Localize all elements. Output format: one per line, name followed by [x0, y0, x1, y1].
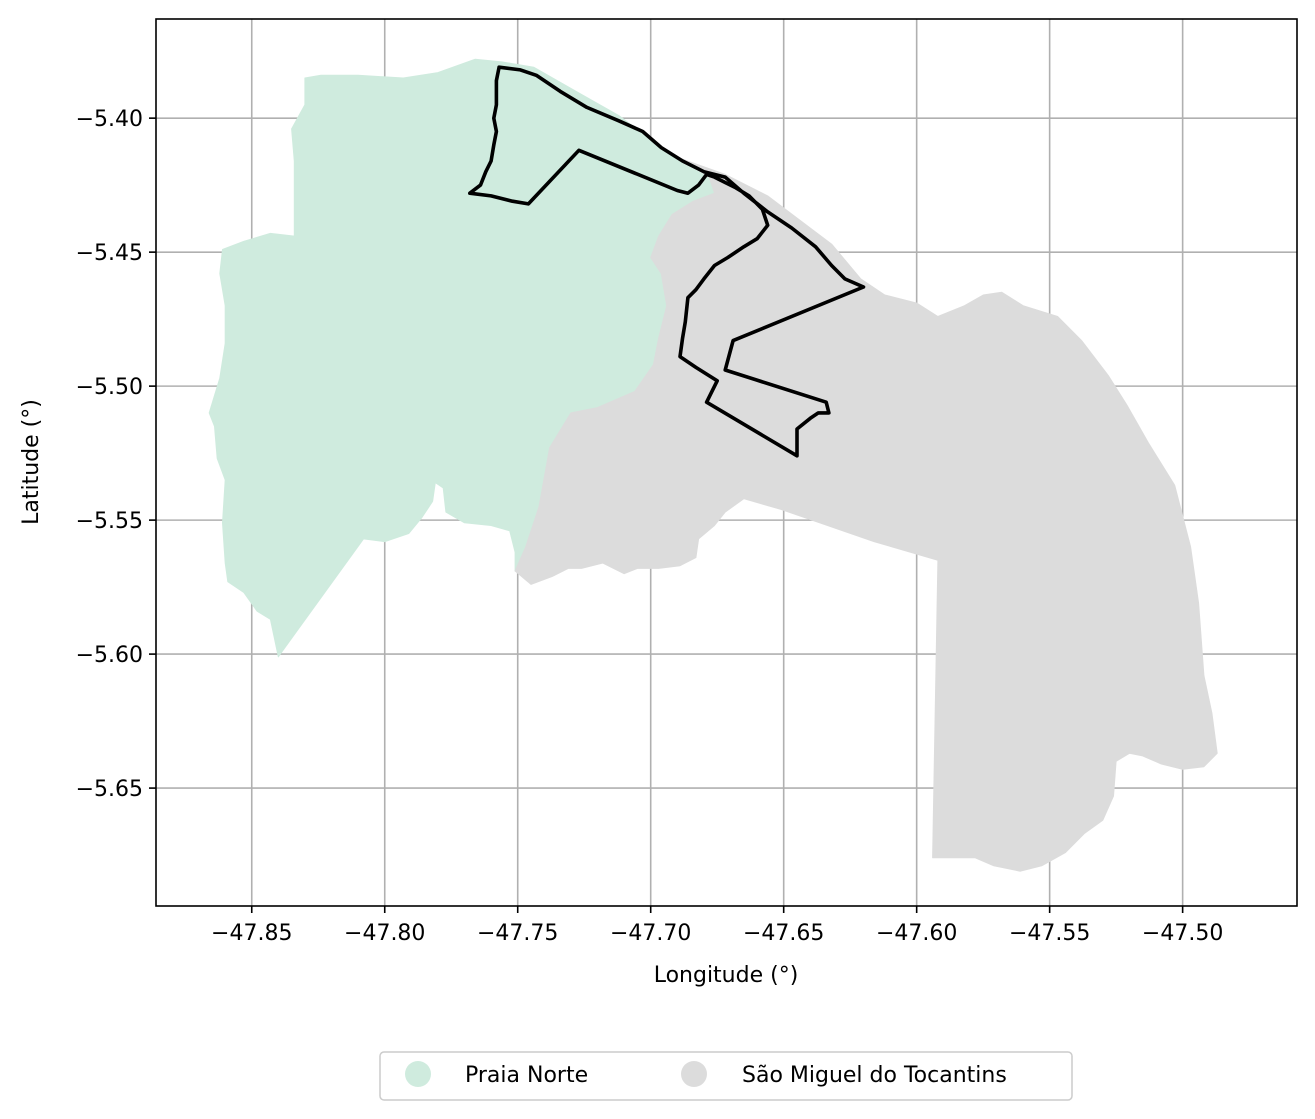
y-tick-label: −5.45	[76, 241, 143, 266]
x-tick-label: −47.55	[1009, 921, 1090, 946]
y-tick-label: −5.50	[76, 375, 143, 400]
x-tick-label: −47.60	[876, 921, 957, 946]
y-tick-label: −5.60	[76, 643, 143, 668]
x-tick-label: −47.80	[344, 921, 425, 946]
x-tick-label: −47.65	[743, 921, 824, 946]
x-tick-label: −47.50	[1142, 921, 1223, 946]
legend-box	[379, 1051, 1073, 1101]
x-tick-label: −47.85	[211, 921, 292, 946]
regions-layer	[208, 58, 1218, 872]
legend-marker-praia-norte	[405, 1061, 431, 1087]
route-line	[467, 65, 866, 458]
legend: Praia Norte São Miguel do Tocantins	[379, 1051, 1073, 1101]
y-tick-label: −5.40	[76, 107, 143, 132]
x-tick-label: −47.70	[610, 921, 691, 946]
y-axis-label: Latitude (°)	[19, 399, 44, 525]
legend-label-praia-norte: Praia Norte	[465, 1063, 588, 1088]
legend-label-sao-miguel: São Miguel do Tocantins	[742, 1063, 1007, 1088]
y-tick-label: −5.65	[76, 777, 143, 802]
plot-frame	[155, 18, 1298, 907]
x-axis-label: Longitude (°)	[654, 963, 799, 988]
x-tick-label: −47.75	[477, 921, 558, 946]
route-layer	[467, 65, 866, 458]
legend-marker-sao-miguel	[681, 1061, 707, 1087]
region-sao-miguel-do-tocantins	[514, 157, 1218, 872]
y-tick-label: −5.55	[76, 509, 143, 534]
ticks-layer: −47.85 −47.80 −47.75 −47.70 −47.65 −47.60 −47.…	[76, 107, 1224, 946]
